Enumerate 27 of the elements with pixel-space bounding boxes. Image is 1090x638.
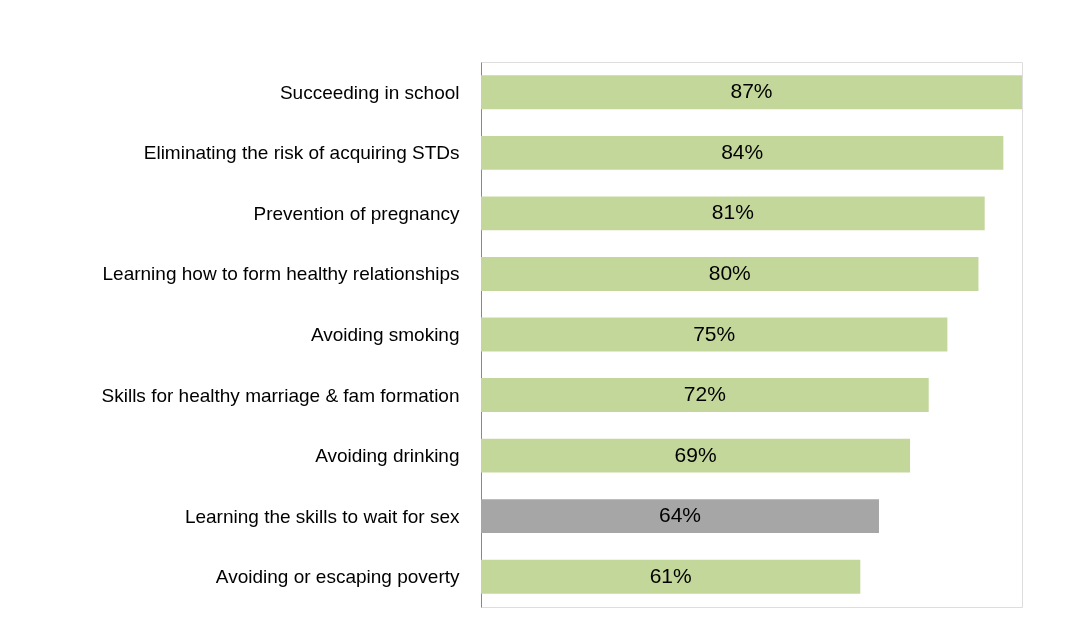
y-tick-label: Prevention of pregnancy: [253, 202, 460, 224]
data-label: 72%: [683, 382, 726, 406]
y-tick-label: Learning how to form healthy relationships: [102, 263, 460, 285]
data-label: 84%: [721, 139, 764, 163]
y-tick-label: Skills for healthy marriage & fam formation: [101, 384, 460, 406]
data-label: 61%: [649, 563, 692, 587]
data-label: 81%: [711, 200, 754, 224]
bar: [481, 75, 1022, 110]
bar: [481, 378, 929, 413]
data-label: 75%: [693, 321, 736, 345]
data-label: 69%: [674, 442, 717, 466]
y-tick-label: Avoiding smoking: [310, 324, 460, 345]
bar: [481, 499, 879, 534]
y-tick-label: Eliminating the risk of acquiring STDs: [143, 142, 460, 164]
bar: [481, 438, 911, 473]
y-tick-label: Avoiding drinking: [315, 445, 460, 467]
bar: [481, 256, 979, 291]
bar: [481, 559, 861, 594]
data-label: 80%: [708, 260, 751, 284]
data-label: 87%: [730, 79, 773, 103]
y-tick-label: Avoiding or escaping poverty: [215, 566, 460, 588]
bar: [481, 135, 1004, 170]
data-label: 64%: [658, 503, 701, 527]
y-tick-label: Succeeding in school: [279, 81, 460, 103]
y-tick-label: Learning the skills to wait for sex: [184, 505, 460, 527]
bar: [481, 317, 948, 352]
bar: [481, 196, 985, 231]
